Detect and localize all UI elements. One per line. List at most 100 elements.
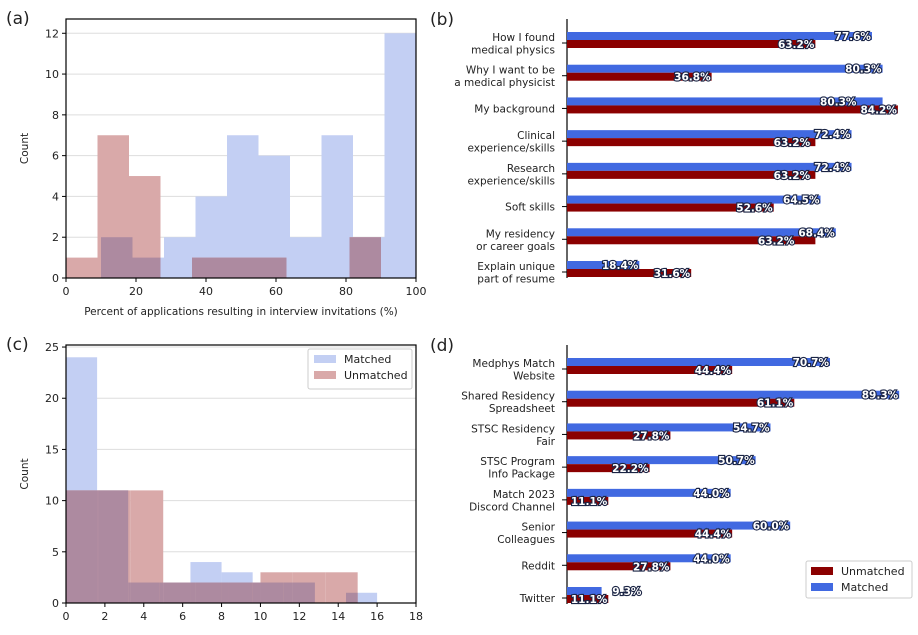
histogram-bar-matched — [346, 592, 378, 603]
category-label: How I found — [492, 32, 555, 44]
legend-entry: Unmatched — [841, 565, 905, 578]
histogram-overlap — [98, 490, 129, 603]
x-tick-label: 4 — [140, 610, 147, 623]
category-label: Why I want to be — [466, 65, 555, 77]
histogram-bar-matched — [227, 135, 259, 278]
legend-entry: Unmatched — [344, 369, 408, 382]
category-label: Clinical — [517, 130, 555, 142]
bar-value-label: 72.4% — [814, 162, 851, 174]
panel-label: (a) — [6, 9, 30, 29]
bar-value-label: 44.0% — [693, 488, 730, 500]
category-label: Shared Residency — [461, 391, 555, 403]
bar-value-label: 63.2% — [774, 170, 811, 182]
histogram-overlap — [353, 237, 381, 278]
histogram-overlap — [190, 582, 196, 603]
x-tick-label: 14 — [331, 610, 345, 623]
bar-unmatched — [567, 170, 816, 179]
legend: Unmatched Matched — [805, 560, 913, 599]
panel-label: (c) — [6, 335, 29, 355]
bar-matched — [567, 521, 791, 530]
category-label: My background — [474, 103, 555, 115]
bar-unmatched — [567, 398, 795, 407]
bar-unmatched — [567, 562, 671, 571]
x-tick-label: 0 — [63, 610, 70, 623]
bar-value-label: 84.2% — [860, 104, 897, 116]
bar-value-label: 11.1% — [571, 496, 608, 508]
bar-value-label: 89.3% — [862, 390, 899, 402]
histogram-bar-matched — [384, 33, 416, 278]
bar-value-label: 50.7% — [718, 455, 755, 467]
bar-value-label: 68.4% — [798, 227, 835, 239]
histogram-overlap — [66, 490, 98, 603]
category-label: STSC Residency — [471, 423, 555, 435]
y-axis-label: Count — [19, 458, 31, 489]
bar-matched — [567, 358, 831, 366]
y-tick-label: 25 — [45, 341, 59, 354]
bar-unmatched — [567, 269, 692, 277]
bar-unmatched — [567, 40, 816, 48]
histogram-overlap — [195, 257, 224, 278]
bar-value-label: 64.5% — [783, 195, 820, 207]
bar-value-label: 63.2% — [774, 137, 811, 149]
category-label: Website — [513, 371, 555, 383]
x-tick-label: 0 — [63, 285, 70, 298]
y-tick-label: 4 — [52, 190, 59, 203]
bar-value-label: 11.1% — [571, 594, 608, 606]
category-label: Soft skills — [505, 202, 555, 214]
bar-matched — [567, 64, 883, 73]
histogram-overlap — [260, 582, 284, 603]
y-tick-label: 0 — [52, 597, 59, 610]
y-tick-label: 20 — [45, 392, 59, 405]
bar-value-label: 44.4% — [695, 365, 732, 377]
bar-unmatched — [567, 496, 609, 505]
bar-value-label: 61.1% — [757, 398, 794, 410]
histogram-overlap — [195, 582, 222, 603]
category-label: experience/skills — [467, 143, 555, 155]
category-label: part of resume — [477, 274, 555, 286]
x-tick-label: 40 — [199, 285, 213, 298]
x-axis-label: Percent of applications resulting in int… — [84, 306, 398, 318]
y-axis-label: Count — [19, 133, 31, 164]
histogram-overlap — [258, 257, 287, 278]
bar-matched — [567, 423, 771, 432]
bar-value-label: 54.7% — [733, 422, 770, 434]
bar-value-label: 77.6% — [835, 31, 872, 43]
bar-value-label: 9.3% — [612, 586, 642, 598]
x-tick-label: 20 — [129, 285, 143, 298]
legend-swatch — [314, 355, 336, 363]
category-label: Spreadsheet — [489, 403, 555, 415]
bar-matched — [567, 228, 836, 237]
histogram-overlap — [346, 592, 358, 603]
panel-label: (d) — [430, 336, 454, 356]
category-label: Research — [507, 163, 555, 175]
histogram-bar-matched — [321, 135, 353, 278]
histogram-overlap — [97, 490, 99, 603]
category-label: STSC Program — [480, 456, 555, 468]
y-tick-label: 15 — [45, 443, 59, 456]
axes-frame — [65, 18, 417, 279]
histogram-overlap — [132, 257, 161, 278]
bar-unmatched — [567, 529, 733, 538]
bar-unmatched — [567, 72, 712, 81]
bar-value-label: 44.4% — [695, 529, 732, 541]
category-label: Twitter — [519, 593, 556, 605]
category-label: Reddit — [521, 560, 555, 572]
bar-matched — [567, 97, 883, 106]
histogram-overlap — [159, 582, 164, 603]
y-tick-label: 12 — [45, 27, 59, 40]
bar-value-label: 27.8% — [633, 561, 670, 573]
y-tick-label: 8 — [52, 109, 59, 122]
bar-unmatched — [567, 203, 774, 212]
legend-swatch — [811, 567, 833, 575]
category-label: Info Package — [488, 469, 555, 481]
x-tick-label: 2 — [101, 610, 108, 623]
bar-matched — [567, 162, 852, 171]
category-label: a medical physicist — [454, 77, 555, 89]
y-tick-label: 10 — [45, 495, 59, 508]
bar-value-label: 31.6% — [654, 268, 691, 280]
histogram-overlap — [221, 582, 229, 603]
histogram-overlap — [252, 582, 261, 603]
